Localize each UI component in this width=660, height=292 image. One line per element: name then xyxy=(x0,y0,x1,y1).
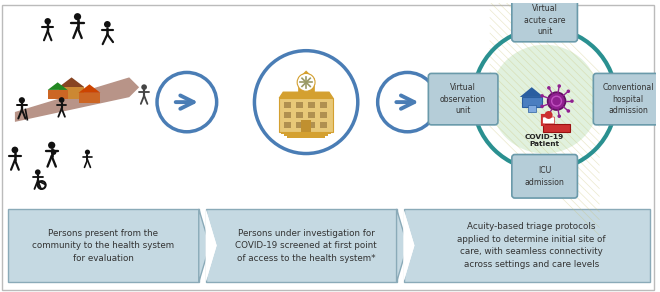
FancyBboxPatch shape xyxy=(281,132,331,134)
Polygon shape xyxy=(206,209,216,282)
Polygon shape xyxy=(206,209,216,282)
Circle shape xyxy=(74,13,81,20)
Circle shape xyxy=(85,150,90,155)
FancyBboxPatch shape xyxy=(308,112,315,118)
FancyBboxPatch shape xyxy=(308,122,315,128)
FancyBboxPatch shape xyxy=(48,90,67,99)
Circle shape xyxy=(547,113,550,116)
Circle shape xyxy=(254,51,358,154)
Text: Persons present from the
community to the health system
for evaluation: Persons present from the community to th… xyxy=(32,229,174,263)
Polygon shape xyxy=(48,82,67,90)
Polygon shape xyxy=(59,77,84,87)
FancyBboxPatch shape xyxy=(279,98,333,132)
Text: COVID-19
Patient: COVID-19 Patient xyxy=(525,134,564,147)
FancyBboxPatch shape xyxy=(528,105,536,112)
Polygon shape xyxy=(79,84,100,93)
Circle shape xyxy=(544,111,552,119)
Polygon shape xyxy=(520,87,544,97)
Circle shape xyxy=(566,89,570,93)
Circle shape xyxy=(35,169,41,175)
Circle shape xyxy=(541,94,544,98)
FancyBboxPatch shape xyxy=(79,93,100,103)
FancyBboxPatch shape xyxy=(284,102,291,108)
FancyBboxPatch shape xyxy=(320,112,327,118)
FancyBboxPatch shape xyxy=(320,102,327,108)
Polygon shape xyxy=(279,92,333,98)
FancyBboxPatch shape xyxy=(320,122,327,128)
FancyBboxPatch shape xyxy=(512,0,578,42)
FancyBboxPatch shape xyxy=(206,209,397,282)
FancyBboxPatch shape xyxy=(287,136,325,138)
Polygon shape xyxy=(403,209,414,282)
Text: Conventional
hospital
admission: Conventional hospital admission xyxy=(603,83,654,115)
FancyBboxPatch shape xyxy=(296,122,303,128)
Text: ICU
admission: ICU admission xyxy=(525,166,564,187)
FancyBboxPatch shape xyxy=(512,154,578,198)
Circle shape xyxy=(297,73,315,91)
Circle shape xyxy=(541,105,544,108)
Circle shape xyxy=(104,21,111,28)
FancyBboxPatch shape xyxy=(284,112,291,118)
FancyBboxPatch shape xyxy=(296,102,303,108)
Circle shape xyxy=(157,72,216,132)
Circle shape xyxy=(378,72,438,132)
Circle shape xyxy=(558,114,561,118)
Circle shape xyxy=(570,99,574,103)
Text: Persons under investigation for
COVID-19 screened at first point
of access to th: Persons under investigation for COVID-19… xyxy=(236,229,377,263)
FancyBboxPatch shape xyxy=(284,122,291,128)
Text: Virtual
acute care
unit: Virtual acute care unit xyxy=(524,4,566,36)
Polygon shape xyxy=(199,209,210,282)
Circle shape xyxy=(547,86,550,90)
Circle shape xyxy=(44,18,51,25)
FancyBboxPatch shape xyxy=(301,120,311,132)
Polygon shape xyxy=(298,70,314,78)
Circle shape xyxy=(51,150,56,155)
FancyBboxPatch shape xyxy=(308,102,315,108)
FancyBboxPatch shape xyxy=(543,124,570,132)
FancyBboxPatch shape xyxy=(543,117,554,124)
Circle shape xyxy=(548,92,566,110)
Circle shape xyxy=(59,97,65,103)
FancyBboxPatch shape xyxy=(593,73,660,125)
Circle shape xyxy=(566,109,570,113)
FancyBboxPatch shape xyxy=(403,209,650,282)
FancyBboxPatch shape xyxy=(284,134,328,136)
Circle shape xyxy=(11,147,18,153)
Polygon shape xyxy=(15,77,139,122)
Polygon shape xyxy=(403,209,414,282)
Text: Acuity-based triage protocols
applied to determine initial site of
care, with se: Acuity-based triage protocols applied to… xyxy=(457,222,606,269)
FancyBboxPatch shape xyxy=(8,209,199,282)
FancyBboxPatch shape xyxy=(2,5,654,290)
Circle shape xyxy=(18,97,25,103)
Polygon shape xyxy=(397,209,407,282)
Circle shape xyxy=(141,84,147,90)
FancyBboxPatch shape xyxy=(298,78,314,92)
Circle shape xyxy=(558,84,561,88)
FancyBboxPatch shape xyxy=(296,112,303,118)
Text: Virtual
observation
unit: Virtual observation unit xyxy=(440,83,486,115)
FancyBboxPatch shape xyxy=(522,97,542,107)
Circle shape xyxy=(48,142,55,149)
FancyBboxPatch shape xyxy=(59,87,84,99)
Circle shape xyxy=(490,45,599,154)
FancyBboxPatch shape xyxy=(428,73,498,125)
